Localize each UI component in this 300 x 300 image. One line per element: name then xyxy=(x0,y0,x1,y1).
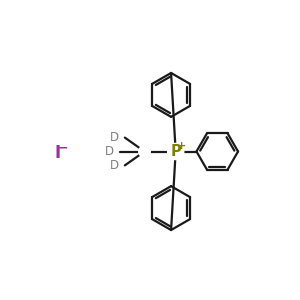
Circle shape xyxy=(168,143,184,160)
Text: I: I xyxy=(55,144,61,162)
Text: D: D xyxy=(110,159,119,172)
Text: −: − xyxy=(58,142,68,155)
Text: D: D xyxy=(110,131,119,144)
Text: +: + xyxy=(177,141,186,152)
Circle shape xyxy=(139,146,150,157)
Text: P: P xyxy=(170,144,181,159)
Text: D: D xyxy=(105,145,115,158)
